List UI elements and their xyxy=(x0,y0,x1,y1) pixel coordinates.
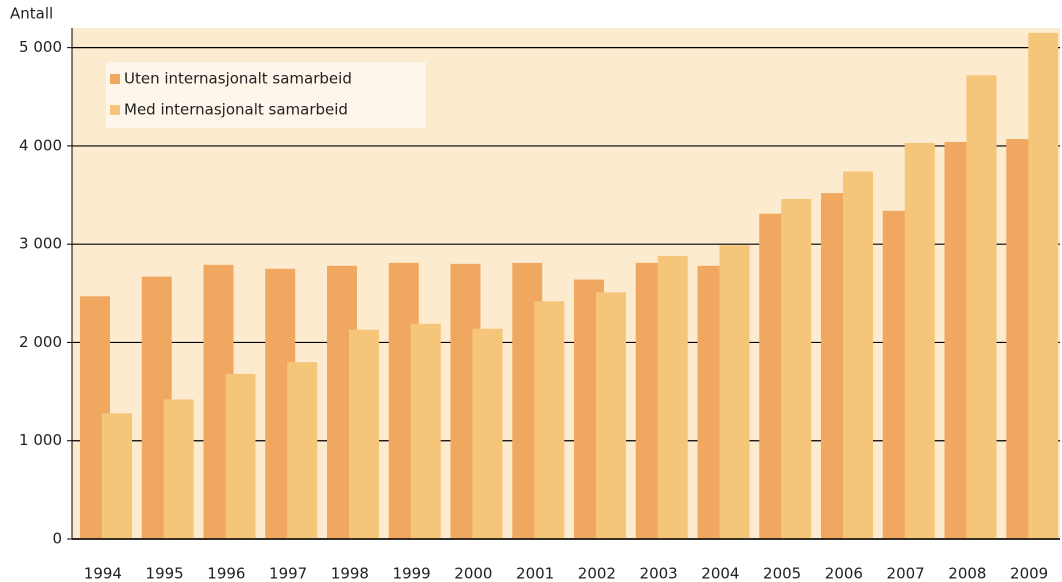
bar xyxy=(657,255,688,539)
x-tick-label: 2000 xyxy=(454,565,492,582)
x-tick-label: 1999 xyxy=(393,565,431,582)
y-tick-label: 4 000 xyxy=(19,136,62,154)
x-tick-label: 2003 xyxy=(640,565,678,582)
bar xyxy=(410,323,441,539)
bar xyxy=(966,75,997,540)
x-tick-label: 1995 xyxy=(146,565,184,582)
x-tick-label: 2001 xyxy=(516,565,554,582)
bar xyxy=(225,373,256,539)
bar xyxy=(287,362,318,539)
y-tick-label: 3 000 xyxy=(19,235,62,253)
x-tick-label: 2004 xyxy=(701,565,739,582)
x-tick-label: 2006 xyxy=(825,565,863,582)
bar xyxy=(843,171,873,539)
bar xyxy=(719,245,750,540)
y-tick-label: 0 xyxy=(52,530,62,548)
x-tick-label: 2005 xyxy=(763,565,801,582)
y-axis-label: Antall xyxy=(10,5,53,23)
bar xyxy=(1028,32,1059,540)
y-tick-label: 1 000 xyxy=(19,431,62,449)
x-tick-label: 1998 xyxy=(331,565,369,582)
bar xyxy=(472,328,503,539)
x-tick-label: 2002 xyxy=(578,565,616,582)
y-tick-label: 5 000 xyxy=(19,38,62,56)
y-tick-label: 2 000 xyxy=(19,333,62,351)
x-tick-label: 1994 xyxy=(84,565,122,582)
bar xyxy=(904,142,935,539)
bar xyxy=(163,399,194,539)
legend-box xyxy=(106,62,426,128)
bar xyxy=(596,292,626,539)
bar xyxy=(349,329,379,539)
x-tick-label: 1997 xyxy=(269,565,307,582)
x-tick-label: 1996 xyxy=(207,565,245,582)
x-tick-label: 2008 xyxy=(948,565,986,582)
legend-label: Med internasjonalt samarbeid xyxy=(124,101,348,119)
x-tick-label: 2007 xyxy=(887,565,925,582)
bar xyxy=(534,301,565,539)
x-tick-label: 2009 xyxy=(1010,565,1048,582)
bar xyxy=(781,198,812,539)
legend-label: Uten internasjonalt samarbeid xyxy=(124,70,352,88)
legend-swatch xyxy=(110,74,120,84)
legend-swatch xyxy=(110,105,120,115)
bar xyxy=(102,413,132,539)
